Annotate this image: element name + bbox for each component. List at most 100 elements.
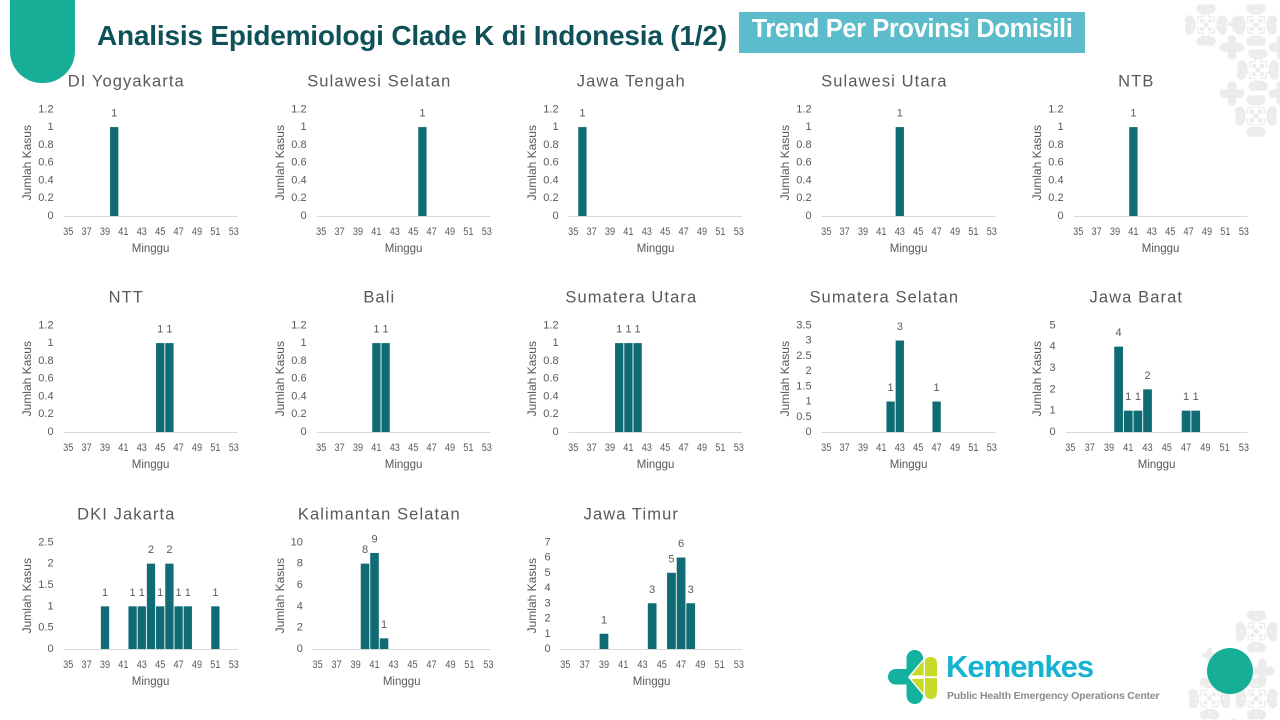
svg-text:Jumlah Kasus: Jumlah Kasus <box>525 558 539 633</box>
svg-text:37: 37 <box>82 659 92 671</box>
svg-text:1.2: 1.2 <box>38 103 53 115</box>
svg-text:35: 35 <box>1073 225 1083 237</box>
svg-text:Jumlah Kasus: Jumlah Kasus <box>273 558 287 633</box>
svg-text:47: 47 <box>931 442 941 454</box>
svg-text:0.4: 0.4 <box>543 174 558 186</box>
svg-text:3: 3 <box>649 584 655 596</box>
svg-text:47: 47 <box>426 659 436 671</box>
svg-text:1: 1 <box>552 121 558 133</box>
svg-text:41: 41 <box>118 442 128 454</box>
svg-text:53: 53 <box>734 659 744 671</box>
svg-text:Kalimantan Selatan: Kalimantan Selatan <box>297 505 460 523</box>
svg-text:53: 53 <box>986 225 996 237</box>
svg-text:39: 39 <box>605 442 615 454</box>
svg-text:0.8: 0.8 <box>1048 138 1063 150</box>
svg-text:35: 35 <box>821 442 831 454</box>
svg-text:1: 1 <box>157 587 163 599</box>
svg-text:Jumlah Kasus: Jumlah Kasus <box>525 341 539 416</box>
svg-text:0: 0 <box>47 643 53 655</box>
svg-text:37: 37 <box>587 225 597 237</box>
svg-text:Jumlah Kasus: Jumlah Kasus <box>778 125 792 200</box>
svg-text:1: 1 <box>552 337 558 349</box>
svg-text:37: 37 <box>580 659 590 671</box>
svg-text:1: 1 <box>1057 121 1063 133</box>
svg-text:1: 1 <box>130 587 136 599</box>
svg-text:Minggu: Minggu <box>637 243 675 255</box>
svg-text:DKI Jakarta: DKI Jakarta <box>77 505 175 523</box>
svg-text:1: 1 <box>102 587 108 599</box>
svg-text:0: 0 <box>544 643 550 655</box>
svg-text:Jumlah Kasus: Jumlah Kasus <box>778 341 792 416</box>
svg-text:49: 49 <box>192 442 202 454</box>
svg-text:6: 6 <box>678 538 684 550</box>
svg-text:3.5: 3.5 <box>796 319 811 331</box>
svg-text:3: 3 <box>544 597 550 609</box>
svg-text:Sumatera Utara: Sumatera Utara <box>565 289 697 307</box>
svg-text:51: 51 <box>715 225 725 237</box>
svg-text:35: 35 <box>560 659 570 671</box>
svg-text:0.2: 0.2 <box>543 192 558 204</box>
svg-text:Jumlah Kasus: Jumlah Kasus <box>1030 341 1044 416</box>
svg-text:2: 2 <box>1144 370 1150 382</box>
svg-text:Jumlah Kasus: Jumlah Kasus <box>273 341 287 416</box>
svg-text:43: 43 <box>894 225 904 237</box>
svg-text:0: 0 <box>296 643 302 655</box>
svg-text:3: 3 <box>1049 362 1055 374</box>
svg-text:35: 35 <box>1065 442 1075 454</box>
svg-text:0.6: 0.6 <box>543 373 558 385</box>
svg-text:0: 0 <box>47 426 53 438</box>
svg-text:1: 1 <box>419 107 425 119</box>
svg-text:1: 1 <box>380 619 386 631</box>
svg-text:0.8: 0.8 <box>796 138 811 150</box>
svg-text:1: 1 <box>176 587 182 599</box>
svg-text:0.2: 0.2 <box>38 408 53 420</box>
svg-text:0.2: 0.2 <box>1048 192 1063 204</box>
svg-text:Jumlah Kasus: Jumlah Kasus <box>20 125 34 200</box>
svg-text:35: 35 <box>63 659 73 671</box>
svg-text:Minggu: Minggu <box>637 459 675 471</box>
svg-text:43: 43 <box>894 442 904 454</box>
svg-text:1: 1 <box>601 614 607 626</box>
svg-text:39: 39 <box>605 225 615 237</box>
svg-text:Minggu: Minggu <box>1142 243 1180 255</box>
svg-text:Jumlah Kasus: Jumlah Kasus <box>20 558 34 633</box>
svg-text:2: 2 <box>296 621 302 633</box>
svg-text:39: 39 <box>100 659 110 671</box>
svg-text:1.2: 1.2 <box>543 319 558 331</box>
svg-text:1: 1 <box>47 337 53 349</box>
svg-text:47: 47 <box>426 442 436 454</box>
svg-text:45: 45 <box>660 442 670 454</box>
svg-text:1: 1 <box>635 324 641 336</box>
svg-text:47: 47 <box>679 442 689 454</box>
svg-text:1.2: 1.2 <box>38 319 53 331</box>
svg-text:53: 53 <box>734 442 744 454</box>
svg-text:41: 41 <box>876 225 886 237</box>
svg-text:0.6: 0.6 <box>543 156 558 168</box>
svg-text:0.2: 0.2 <box>796 192 811 204</box>
svg-text:2: 2 <box>148 544 154 556</box>
svg-text:35: 35 <box>63 225 73 237</box>
svg-text:1: 1 <box>1193 391 1199 403</box>
svg-text:43: 43 <box>137 225 147 237</box>
svg-text:1.2: 1.2 <box>1048 103 1063 115</box>
svg-text:1.5: 1.5 <box>796 380 811 392</box>
svg-text:0.2: 0.2 <box>291 192 306 204</box>
svg-text:1.2: 1.2 <box>543 103 558 115</box>
svg-text:Sumatera Selatan: Sumatera Selatan <box>809 289 959 307</box>
svg-text:49: 49 <box>1200 442 1210 454</box>
svg-text:Sulawesi Utara: Sulawesi Utara <box>821 72 947 90</box>
svg-text:8: 8 <box>361 544 367 556</box>
svg-text:45: 45 <box>155 442 165 454</box>
svg-text:45: 45 <box>155 659 165 671</box>
svg-text:1: 1 <box>1135 391 1141 403</box>
svg-text:5: 5 <box>544 567 550 579</box>
svg-text:1: 1 <box>157 324 163 336</box>
svg-text:35: 35 <box>568 225 578 237</box>
svg-text:1: 1 <box>111 107 117 119</box>
svg-text:0.8: 0.8 <box>291 355 306 367</box>
svg-text:0.4: 0.4 <box>543 391 558 403</box>
svg-text:2: 2 <box>1049 383 1055 395</box>
svg-text:49: 49 <box>192 225 202 237</box>
svg-text:41: 41 <box>371 442 381 454</box>
svg-text:1: 1 <box>1049 405 1055 417</box>
